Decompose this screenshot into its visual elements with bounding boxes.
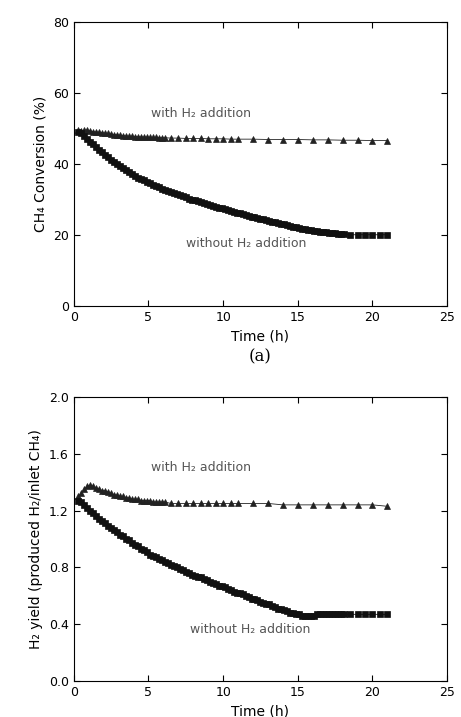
Text: with H₂ addition: with H₂ addition	[151, 108, 251, 120]
Text: without H₂ addition: without H₂ addition	[186, 237, 306, 250]
Text: with H₂ addition: with H₂ addition	[151, 462, 251, 475]
Text: (a): (a)	[249, 348, 272, 366]
Y-axis label: CH₄ Conversion (%): CH₄ Conversion (%)	[33, 95, 47, 232]
Text: without H₂ addition: without H₂ addition	[190, 624, 311, 637]
Y-axis label: H₂ yield (produced H₂/inlet CH₄): H₂ yield (produced H₂/inlet CH₄)	[30, 429, 43, 649]
X-axis label: Time (h): Time (h)	[231, 329, 290, 343]
X-axis label: Time (h): Time (h)	[231, 705, 290, 717]
